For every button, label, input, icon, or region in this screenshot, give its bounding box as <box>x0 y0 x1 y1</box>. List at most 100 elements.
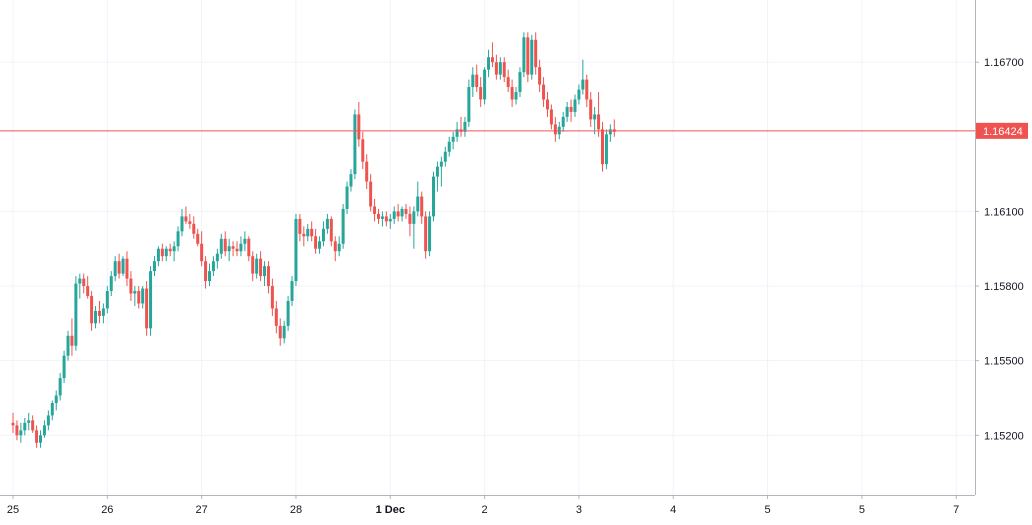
candle-body <box>365 161 369 182</box>
candle <box>86 276 90 299</box>
x-tick-label: 1 Dec <box>376 504 405 516</box>
candle-body <box>39 435 43 443</box>
candle <box>494 54 498 80</box>
candle <box>27 412 31 431</box>
candle <box>31 415 35 433</box>
candle <box>90 291 94 331</box>
candle <box>50 400 54 421</box>
candle-body <box>593 114 597 120</box>
candle <box>483 67 487 105</box>
candle <box>353 109 357 180</box>
candle-body <box>432 176 436 217</box>
candle <box>345 181 349 214</box>
candle-body <box>90 296 94 324</box>
candle-body <box>514 92 518 100</box>
candle <box>196 228 200 247</box>
candle <box>577 84 581 105</box>
candle <box>396 203 400 222</box>
candle <box>506 69 510 93</box>
candle <box>349 169 353 192</box>
candle <box>46 410 50 431</box>
candle <box>388 213 392 229</box>
candle-body <box>211 261 215 272</box>
candle <box>66 330 70 361</box>
x-tick-label: 5 <box>859 504 865 516</box>
candle-body <box>369 181 373 207</box>
candle-body <box>471 74 475 88</box>
candle <box>318 236 322 254</box>
candle <box>565 101 569 122</box>
candle-body <box>608 129 612 135</box>
candle-body <box>325 218 329 229</box>
candle-body <box>290 281 294 301</box>
candle-body <box>11 422 15 426</box>
candle-body <box>66 335 70 356</box>
candle <box>439 156 443 187</box>
candle-body <box>329 218 333 242</box>
candle <box>211 256 215 277</box>
candle-body <box>526 37 530 75</box>
candle-body <box>82 278 86 287</box>
candle <box>357 101 361 147</box>
candle <box>109 271 113 297</box>
candle <box>78 273 82 299</box>
candle-body <box>137 291 141 304</box>
candle-body <box>298 218 302 234</box>
candle <box>97 300 101 324</box>
candle <box>314 228 318 254</box>
y-tick-label: 1.15800 <box>984 281 1024 293</box>
candle <box>94 305 98 329</box>
candle <box>294 213 298 287</box>
candle-body <box>54 395 58 403</box>
candle <box>451 131 455 150</box>
candle <box>455 121 459 142</box>
candle <box>514 87 518 105</box>
last-price-box <box>976 122 1028 139</box>
candle <box>412 206 416 249</box>
candle <box>176 226 180 252</box>
candle <box>152 256 156 277</box>
candle <box>141 286 145 309</box>
candle-body <box>117 261 121 274</box>
candle <box>168 243 172 257</box>
candle <box>542 77 546 107</box>
candle-body <box>156 248 160 262</box>
x-tick-label: 28 <box>290 504 302 516</box>
candle-body <box>502 62 506 78</box>
candle <box>133 286 137 306</box>
candle-body <box>443 151 447 162</box>
candle-body <box>420 196 424 217</box>
last-price-label: 1.16424 <box>983 126 1023 138</box>
candle-body <box>538 67 542 85</box>
candle-body <box>416 196 420 212</box>
candle <box>117 253 121 279</box>
candle-body <box>467 87 471 122</box>
candle-body <box>439 161 443 167</box>
candle <box>361 131 365 170</box>
candle <box>129 271 133 301</box>
candle-body <box>392 211 396 219</box>
candle-body <box>113 261 117 277</box>
candle <box>208 263 211 287</box>
candle-body <box>58 378 62 396</box>
candle <box>553 116 557 142</box>
candle-body <box>121 258 125 274</box>
candle-body <box>490 57 494 63</box>
candle <box>164 246 168 262</box>
candle-body <box>553 124 557 135</box>
candle-body <box>208 271 211 282</box>
y-tick-label: 1.15500 <box>984 356 1024 368</box>
candle <box>215 248 219 269</box>
candle-body <box>447 141 451 152</box>
candle-body <box>341 208 345 244</box>
candle <box>604 129 608 170</box>
candle <box>121 256 125 277</box>
candle <box>608 124 612 142</box>
candle-body <box>145 288 149 329</box>
candle <box>597 92 601 137</box>
candle-body <box>534 39 538 68</box>
candle-body <box>337 243 341 252</box>
candle <box>384 211 388 227</box>
candle-body <box>31 420 35 431</box>
